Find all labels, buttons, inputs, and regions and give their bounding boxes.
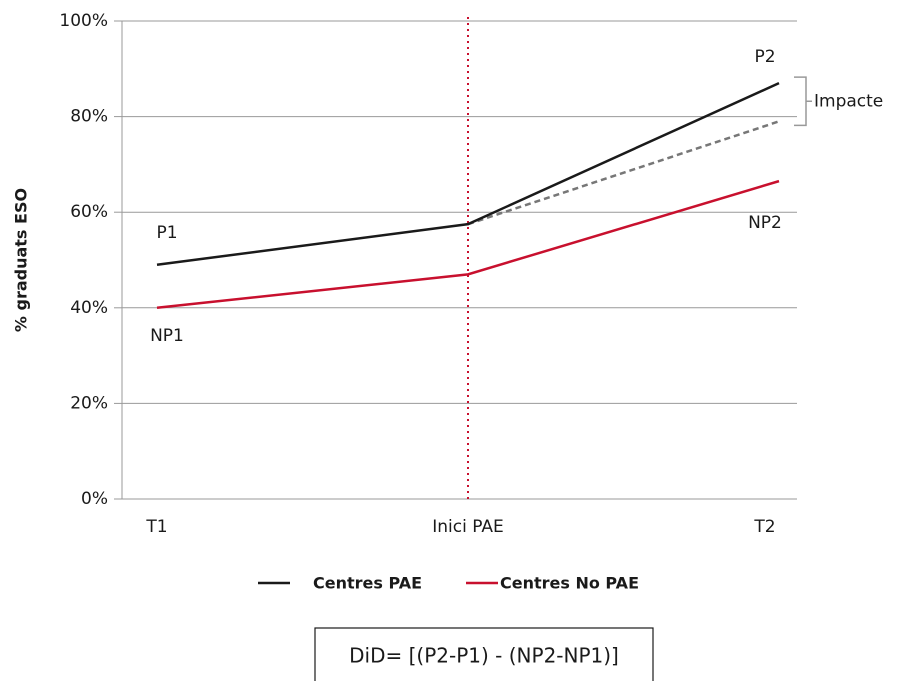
point-label: P1 [156, 223, 177, 243]
point-label: NP1 [150, 326, 184, 346]
point-label: P2 [754, 47, 775, 67]
formula: DiD= [(P2-P1) - (NP2-NP1)] [349, 644, 619, 668]
y-tick-label: 0% [81, 489, 108, 509]
y-tick-label: 80% [70, 107, 108, 127]
legend-label: Centres No PAE [500, 574, 639, 593]
y-axis-label: % graduats ESO [12, 188, 31, 332]
x-tick-label: T1 [145, 517, 167, 537]
y-tick-label: 60% [70, 202, 108, 222]
point-label: NP2 [748, 213, 782, 233]
y-tick-label: 100% [59, 11, 108, 31]
y-tick-label: 20% [70, 393, 108, 413]
impact-bracket [794, 76, 812, 127]
series-line [156, 179, 780, 310]
impact-label: Impacte [814, 91, 883, 111]
legend-label: Centres PAE [313, 574, 422, 593]
y-tick-label: 40% [70, 298, 108, 318]
series-line [156, 82, 780, 267]
x-tick-label: Inici PAE [432, 517, 504, 537]
x-tick-label: T2 [753, 517, 775, 537]
counterfactual-line [467, 120, 780, 226]
formula-box [314, 627, 654, 681]
